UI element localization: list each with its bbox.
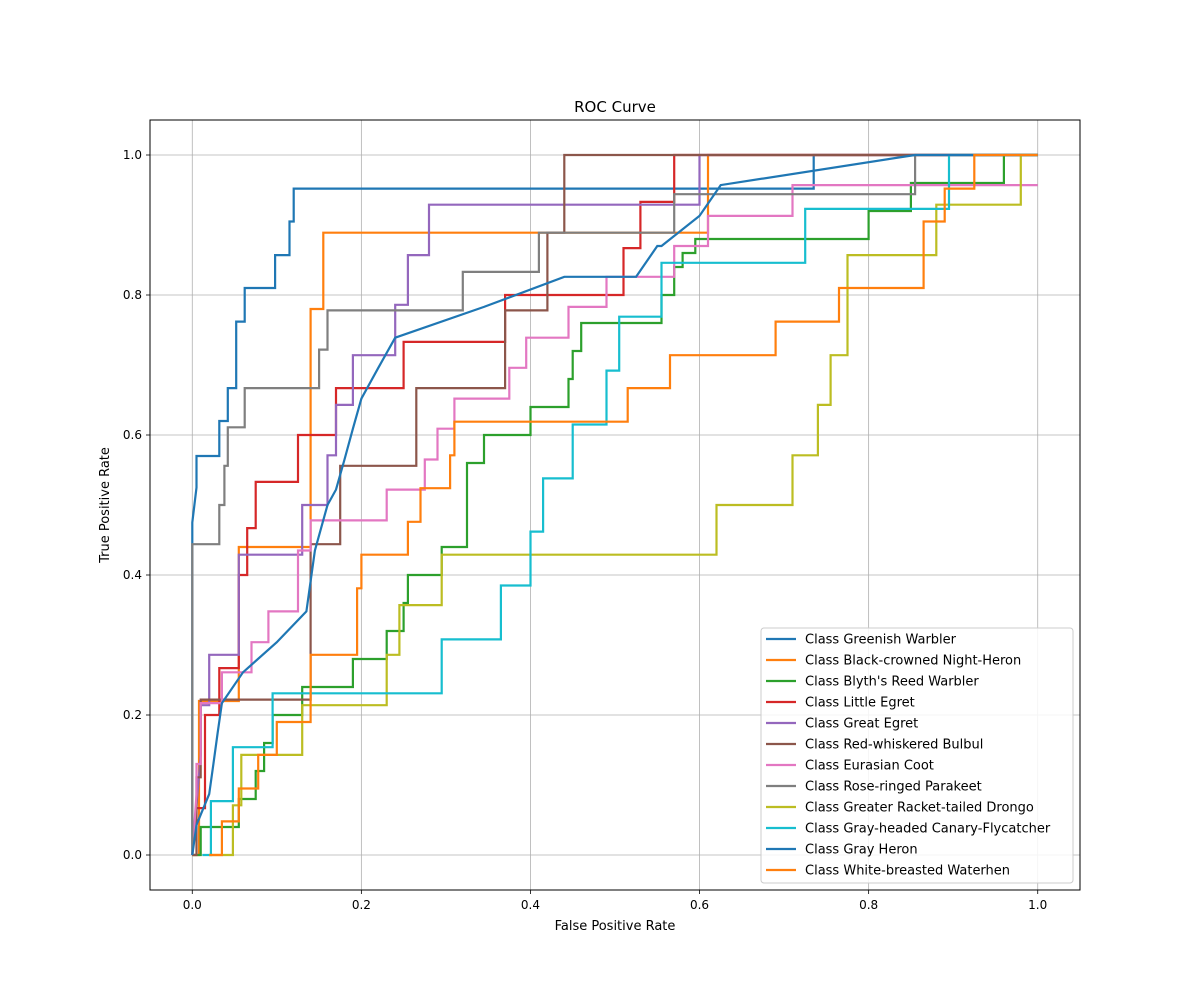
x-tick-label: 0.6: [690, 898, 709, 912]
y-tick-label: 0.8: [123, 288, 142, 302]
legend-label-7: Class Rose-ringed Parakeet: [805, 780, 982, 795]
legend: Class Greenish Warbler Class Black-crowne…: [760, 627, 1074, 884]
x-tick-label: 0.4: [521, 898, 540, 912]
legend-label-5: Class Red-whiskered Bulbul: [805, 738, 983, 753]
y-tick-label: 1.0: [123, 148, 142, 162]
legend-label-2: Class Blyth's Reed Warbler: [805, 675, 979, 690]
series-layer: [191, 153, 1038, 857]
y-tick-label: 0.6: [123, 428, 142, 442]
axis-ticks: 0.0 0.2 0.4 0.6 0.8 1.0 0.0 0.2 0.4 0.6 0.8 1.0: [123, 148, 1047, 912]
chart-title: ROC Curve: [574, 98, 656, 116]
legend-box: [760, 627, 1074, 884]
grid-lines: [150, 120, 1080, 890]
roc-series-line-6: [191, 184, 1038, 856]
x-tick-label: 0.2: [352, 898, 371, 912]
x-tick-label: 0.0: [183, 898, 202, 912]
y-tick-label: 0.4: [123, 568, 142, 582]
roc-series-line-4: [191, 153, 1038, 856]
legend-label-8: Class Greater Racket-tailed Drongo: [805, 801, 1034, 816]
roc-series-line-7: [191, 153, 1038, 855]
y-tick-label: 0.2: [123, 708, 142, 722]
legend-label-9: Class Gray-headed Canary-Flycatcher: [805, 822, 1051, 837]
legend-label-1: Class Black-crowned Night-Heron: [805, 654, 1021, 669]
roc-series-line-10: [191, 153, 1038, 856]
legend-label-4: Class Great Egret: [805, 717, 918, 732]
x-tick-label: 0.8: [859, 898, 878, 912]
legend-label-11: Class White-breasted Waterhen: [805, 864, 1010, 879]
legend-label-3: Class Little Egret: [805, 696, 915, 711]
x-axis-label: False Positive Rate: [555, 919, 676, 934]
plot-frame: [149, 119, 1081, 891]
y-axis-label: True Positive Rate: [98, 447, 113, 564]
roc-series-line-0: [191, 153, 1038, 855]
roc-series-line-11: [209, 153, 1038, 857]
roc-series-line-9: [202, 153, 1038, 857]
legend-label-6: Class Eurasian Coot: [805, 759, 934, 774]
x-tick-label: 1.0: [1028, 898, 1047, 912]
legend-label-10: Class Gray Heron: [805, 843, 918, 858]
legend-label-0: Class Greenish Warbler: [805, 633, 957, 648]
y-tick-label: 0.0: [123, 848, 142, 862]
